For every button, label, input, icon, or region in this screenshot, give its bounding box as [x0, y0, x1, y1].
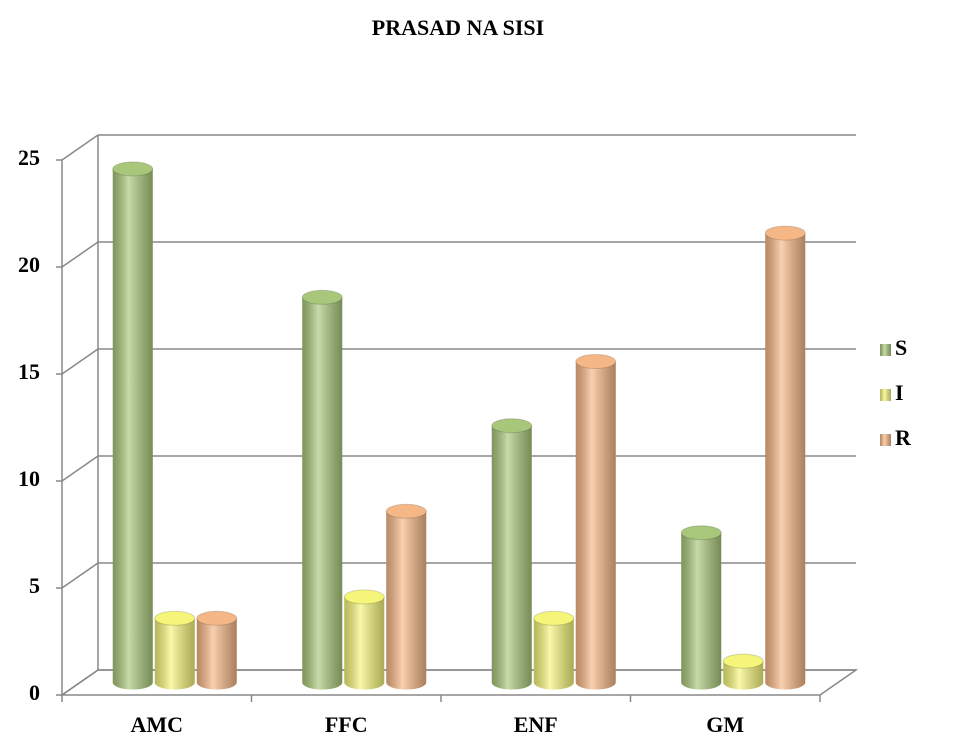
grid-line	[61, 134, 99, 161]
y-tick-label: 15	[18, 359, 40, 384]
bar-shade	[154, 618, 195, 690]
bar-shade	[112, 168, 153, 690]
y-tick-label: 25	[18, 145, 40, 170]
bar-top	[575, 354, 617, 369]
bar	[196, 610, 238, 690]
y-tick-label: 0	[29, 680, 40, 705]
grid-line	[61, 455, 99, 482]
chart-title: PRASAD NA SISI	[372, 15, 544, 40]
bar	[491, 418, 533, 690]
legend-label: R	[895, 425, 912, 450]
legend-label: S	[895, 335, 907, 360]
bar-top	[385, 503, 427, 519]
bar	[575, 354, 617, 690]
legend-label: I	[895, 380, 904, 405]
bar	[343, 589, 385, 690]
bar-top	[680, 525, 722, 541]
x-tick-label: FFC	[325, 712, 368, 737]
y-tick-label: 10	[18, 466, 40, 491]
bar-shade	[344, 596, 385, 690]
bar-shade	[196, 618, 237, 690]
bar	[680, 525, 722, 690]
bar-top	[112, 161, 154, 177]
bar	[154, 610, 196, 690]
bar-top	[343, 589, 385, 605]
grid-line	[61, 669, 99, 696]
grid-line	[61, 241, 99, 268]
y-tick-label: 20	[18, 252, 40, 277]
bar	[385, 503, 427, 690]
legend-swatch-shade	[880, 434, 891, 446]
bar-shade	[533, 618, 574, 690]
bar-shade	[575, 361, 616, 690]
grid-line	[61, 348, 99, 375]
bar-shade	[491, 425, 532, 690]
bar-shade	[302, 297, 343, 690]
x-tick-label: GM	[706, 712, 744, 737]
bar-top	[301, 289, 343, 305]
bar-shade	[765, 233, 806, 690]
bar-shade	[386, 511, 427, 690]
bar	[764, 225, 806, 690]
bar-top	[722, 653, 764, 669]
bar-top	[764, 225, 806, 241]
bar-top	[491, 418, 533, 434]
bar	[112, 161, 154, 690]
bar-top	[196, 610, 238, 626]
grid-line	[61, 562, 99, 589]
x-tick-label: AMC	[130, 712, 183, 737]
bar	[722, 653, 764, 690]
legend-swatch-shade	[880, 389, 891, 401]
bar-shade	[681, 532, 722, 690]
x-tick-label: ENF	[514, 712, 558, 737]
legend-swatch-shade	[880, 344, 891, 356]
y-tick-label: 5	[29, 573, 40, 598]
bar	[533, 610, 575, 690]
bar-shade	[723, 661, 764, 690]
bar-top	[154, 610, 196, 626]
bar-top	[533, 610, 575, 626]
bar	[301, 289, 343, 690]
